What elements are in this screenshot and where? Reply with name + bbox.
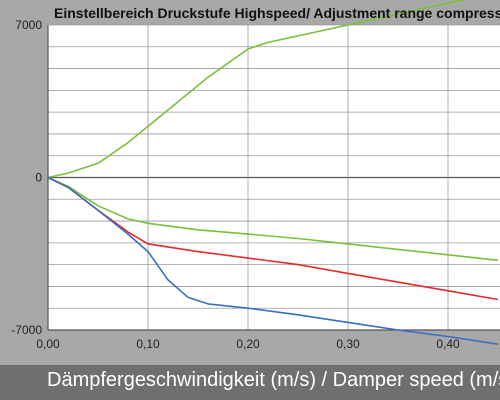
y-tick-label: 0 [35,171,42,185]
grid [47,24,500,331]
y-tick-label: 7000 [15,18,42,32]
x-axis-label: Dämpfergeschwindigkeit (m/s) / Damper sp… [47,369,500,391]
x-tick-label: 0,00 [36,337,60,351]
xlabel-bar [0,365,500,400]
y-tick-label: -7000 [11,323,42,337]
series-line [47,0,467,179]
x-tick-label: 0,30 [336,337,360,351]
x-tick-label: 0,10 [136,337,160,351]
series-line [47,176,499,345]
tick-labels: 0,00 0,10 0,20 0,30 0,40 7000 0 -7000 [11,18,460,351]
chart-title: Einstellbereich Druckstufe Highspeed/ Ad… [54,5,500,21]
series-line [47,176,499,262]
x-tick-label: 0,20 [236,337,260,351]
x-tick-label: 0,40 [436,337,460,351]
series-layer [47,0,499,345]
